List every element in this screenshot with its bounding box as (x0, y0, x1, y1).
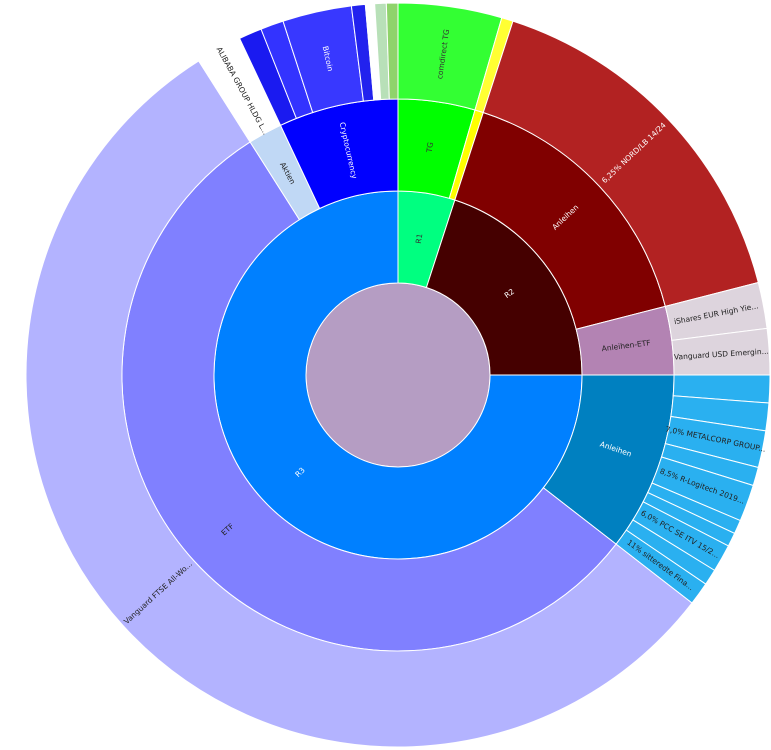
center-disc (305, 282, 491, 468)
ring3-segment-23 (385, 2, 399, 100)
ring-layer (25, 2, 771, 748)
ring2-label-0: TG (425, 141, 436, 154)
ring1-label-0: R1 (414, 233, 424, 244)
ring3-segment-15 (25, 60, 693, 748)
